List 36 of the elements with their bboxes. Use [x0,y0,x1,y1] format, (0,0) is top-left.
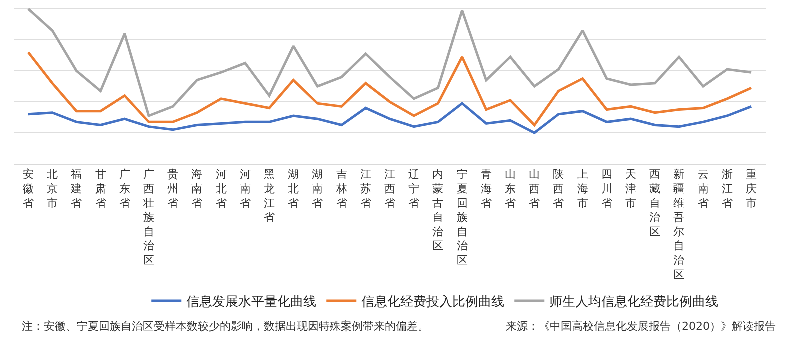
x-tick-label: 山东省 [505,168,516,210]
x-tick-label: 宁夏回族自治区 [456,168,468,267]
x-tick-label: 河南省 [240,168,251,210]
x-tick-label: 甘肃省 [95,168,106,210]
x-tick-label: 重庆市 [746,168,758,210]
x-tick-label: 云南省 [698,168,709,210]
x-tick-label: 海南省 [192,168,203,210]
x-tick-label: 贵州省 [168,168,179,210]
x-tick-label: 青海省 [480,168,492,210]
x-tick-label: 湖南省 [312,168,324,210]
source-note: 来源：《中国高校信息化发展报告（2020）》解读报告 [506,320,776,333]
legend-label: 信息发展水平量化曲线 [186,295,317,310]
x-tick-label: 四川省 [601,168,612,210]
x-tick-label: 天津市 [626,168,637,210]
x-tick-label: 内蒙古自治区 [432,168,444,253]
x-tick-label: 福建省 [70,168,82,210]
x-tick-label: 黑龙江省 [264,168,275,224]
x-tick-label: 辽宁省 [408,168,420,210]
legend-label: 信息化经费投入比例曲线 [362,295,505,310]
x-tick-label: 新疆维吾尔自治区 [674,168,685,282]
x-tick-label: 吉林省 [335,168,348,210]
x-tick-label: 江西省 [384,168,396,210]
x-tick-label: 广西壮族自治区 [142,168,154,267]
x-tick-label: 北京市 [47,168,58,210]
x-tick-label: 浙江省 [722,168,733,210]
legend-label: 师生人均信息化经费比例曲线 [550,295,719,310]
x-tick-label: 安徽省 [22,168,34,210]
x-tick-label: 山西省 [529,168,540,210]
x-tick-label: 广东省 [119,168,130,210]
x-tick-label: 湖北省 [288,168,300,210]
x-tick-label: 西藏自治区 [650,168,661,238]
x-tick-label: 江苏省 [360,168,372,210]
x-tick-label: 陕西省 [553,168,564,210]
x-tick-label: 河北省 [216,168,227,210]
x-tick-label: 上海市 [577,168,588,210]
text: 注：安徽、宁夏回族自治区受样本数较少的影响，数据出现因特殊案例带来的偏差。 [22,320,429,333]
